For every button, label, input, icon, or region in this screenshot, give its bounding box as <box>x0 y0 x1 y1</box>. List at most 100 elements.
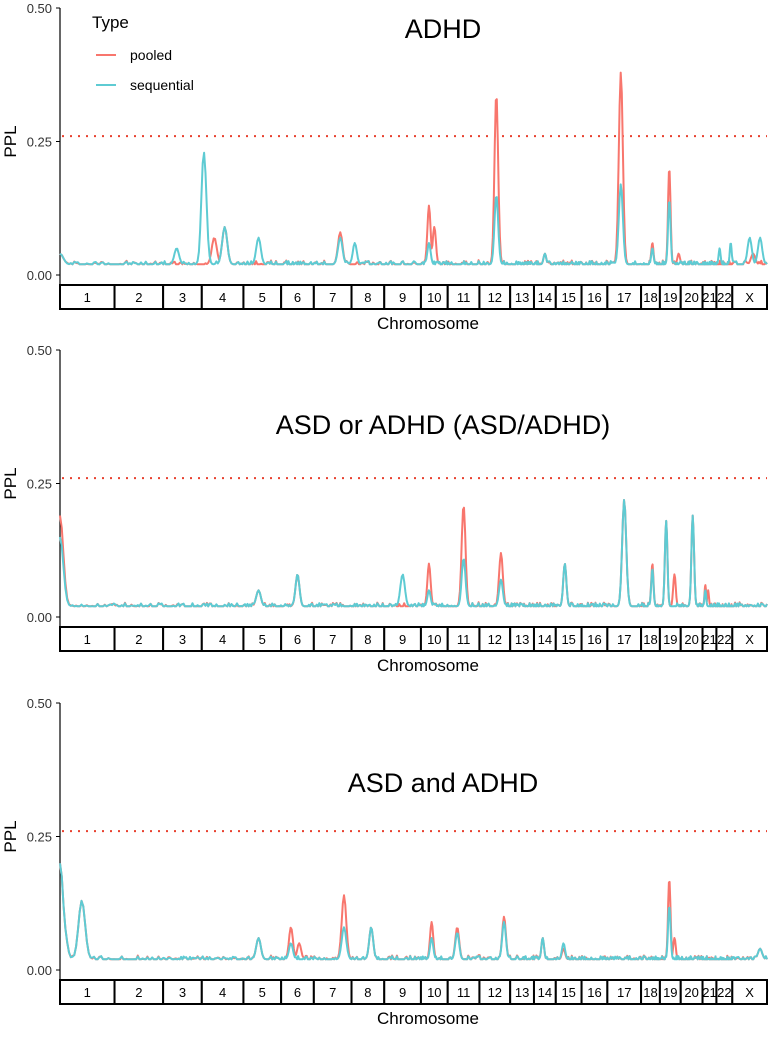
chromosome-box <box>478 979 512 1005</box>
x-axis-label: Chromosome <box>377 656 479 675</box>
chromosome-label: 21 <box>702 290 716 305</box>
chromosome-label: 21 <box>702 985 716 1000</box>
chromosome-box <box>280 626 315 652</box>
chromosome-label: 3 <box>179 290 186 305</box>
chromosome-box <box>731 626 769 652</box>
chromosome-box <box>580 979 609 1005</box>
chromosome-box <box>113 626 165 652</box>
chromosome-label: 6 <box>294 632 301 647</box>
chromosome-label: 7 <box>329 290 336 305</box>
chromosome-box <box>383 979 422 1005</box>
chromosome-box <box>200 979 245 1005</box>
chromosome-label: 6 <box>294 985 301 1000</box>
chromosome-box <box>162 626 203 652</box>
chromosome-label: 22 <box>717 290 731 305</box>
chromosome-box <box>731 979 769 1005</box>
chromosome-box <box>554 979 583 1005</box>
y-tick-label: 0.00 <box>27 610 52 625</box>
chromosome-label: 9 <box>399 632 406 647</box>
chromosome-label: 19 <box>663 985 677 1000</box>
chromosome-label: 3 <box>179 985 186 1000</box>
legend-label-pooled: pooled <box>130 47 172 63</box>
y-tick-label: 0.50 <box>27 1 52 16</box>
panel-title: ADHD <box>405 14 482 44</box>
chromosome-label: 9 <box>399 985 406 1000</box>
chromosome-label: 8 <box>364 632 371 647</box>
chromosome-label: X <box>745 632 754 647</box>
chromosome-label: 20 <box>684 632 698 647</box>
chromosome-label: 19 <box>663 290 677 305</box>
chromosome-label: 16 <box>587 985 601 1000</box>
chromosome-label: 15 <box>561 290 575 305</box>
chromosome-box <box>59 284 116 310</box>
chromosome-label: 2 <box>135 290 142 305</box>
y-axis-label: PPL <box>1 125 20 157</box>
chromosome-label: 19 <box>663 632 677 647</box>
y-tick-label: 0.00 <box>27 963 52 978</box>
chromosome-label: 10 <box>427 632 441 647</box>
chromosome-label: 18 <box>643 985 657 1000</box>
chromosome-label: 11 <box>457 632 471 647</box>
chromosome-box <box>312 284 353 310</box>
chromosome-box <box>554 284 583 310</box>
chromosome-label: 14 <box>538 632 552 647</box>
chromosome-label: 14 <box>538 290 552 305</box>
chromosome-label: 1 <box>84 290 91 305</box>
series-line-pooled <box>59 863 768 961</box>
chromosome-box <box>606 979 643 1005</box>
chromosome-label: 18 <box>643 632 657 647</box>
chromosome-label: 4 <box>219 632 226 647</box>
chromosome-box <box>200 626 245 652</box>
series-line-sequential <box>59 499 768 608</box>
y-axis-label: PPL <box>1 820 20 852</box>
series-line-pooled <box>59 71 768 266</box>
series-line-pooled <box>59 499 768 608</box>
chromosome-label: 7 <box>329 632 336 647</box>
y-tick-label: 0.50 <box>27 343 52 358</box>
chromosome-box <box>580 626 609 652</box>
chromosome-label: 17 <box>617 290 631 305</box>
chromosome-label: 13 <box>515 290 529 305</box>
chromosome-label: 7 <box>329 985 336 1000</box>
chromosome-label: 5 <box>259 632 266 647</box>
panel-title: ASD and ADHD <box>348 768 539 798</box>
chromosome-label: 8 <box>364 985 371 1000</box>
chromosome-label: 13 <box>515 985 529 1000</box>
chromosome-label: 12 <box>488 290 502 305</box>
chromosome-label: 10 <box>427 985 441 1000</box>
chromosome-box <box>280 979 315 1005</box>
chromosome-box <box>419 979 449 1005</box>
chromosome-label: 10 <box>427 290 441 305</box>
chromosome-label: 4 <box>219 985 226 1000</box>
chromosome-label: 2 <box>135 985 142 1000</box>
y-tick-label: 0.00 <box>27 268 52 283</box>
chromosome-label: 1 <box>84 985 91 1000</box>
chromosome-label: 1 <box>84 632 91 647</box>
chromosome-label: 22 <box>717 632 731 647</box>
chromosome-box <box>350 284 386 310</box>
chromosome-label: 6 <box>294 290 301 305</box>
chromosome-label: 21 <box>702 632 716 647</box>
chromosome-label: 15 <box>561 632 575 647</box>
chromosome-label: 16 <box>587 632 601 647</box>
y-tick-label: 0.25 <box>27 477 52 492</box>
chromosome-label: 17 <box>617 632 631 647</box>
x-axis-label: Chromosome <box>377 314 479 333</box>
chromosome-box <box>554 626 583 652</box>
chromosome-label: 20 <box>684 985 698 1000</box>
chromosome-label: 12 <box>488 632 502 647</box>
legend-title: Type <box>92 13 129 32</box>
chromosome-label: 8 <box>364 290 371 305</box>
chromosome-box <box>478 626 512 652</box>
chromosome-label: 22 <box>717 985 731 1000</box>
chromosome-label: 2 <box>135 632 142 647</box>
y-tick-label: 0.25 <box>27 830 52 845</box>
series-line-sequential <box>59 151 768 266</box>
chromosome-box <box>59 626 116 652</box>
panel-title: ASD or ADHD (ASD/ADHD) <box>276 410 611 440</box>
x-axis-label: Chromosome <box>377 1009 479 1028</box>
